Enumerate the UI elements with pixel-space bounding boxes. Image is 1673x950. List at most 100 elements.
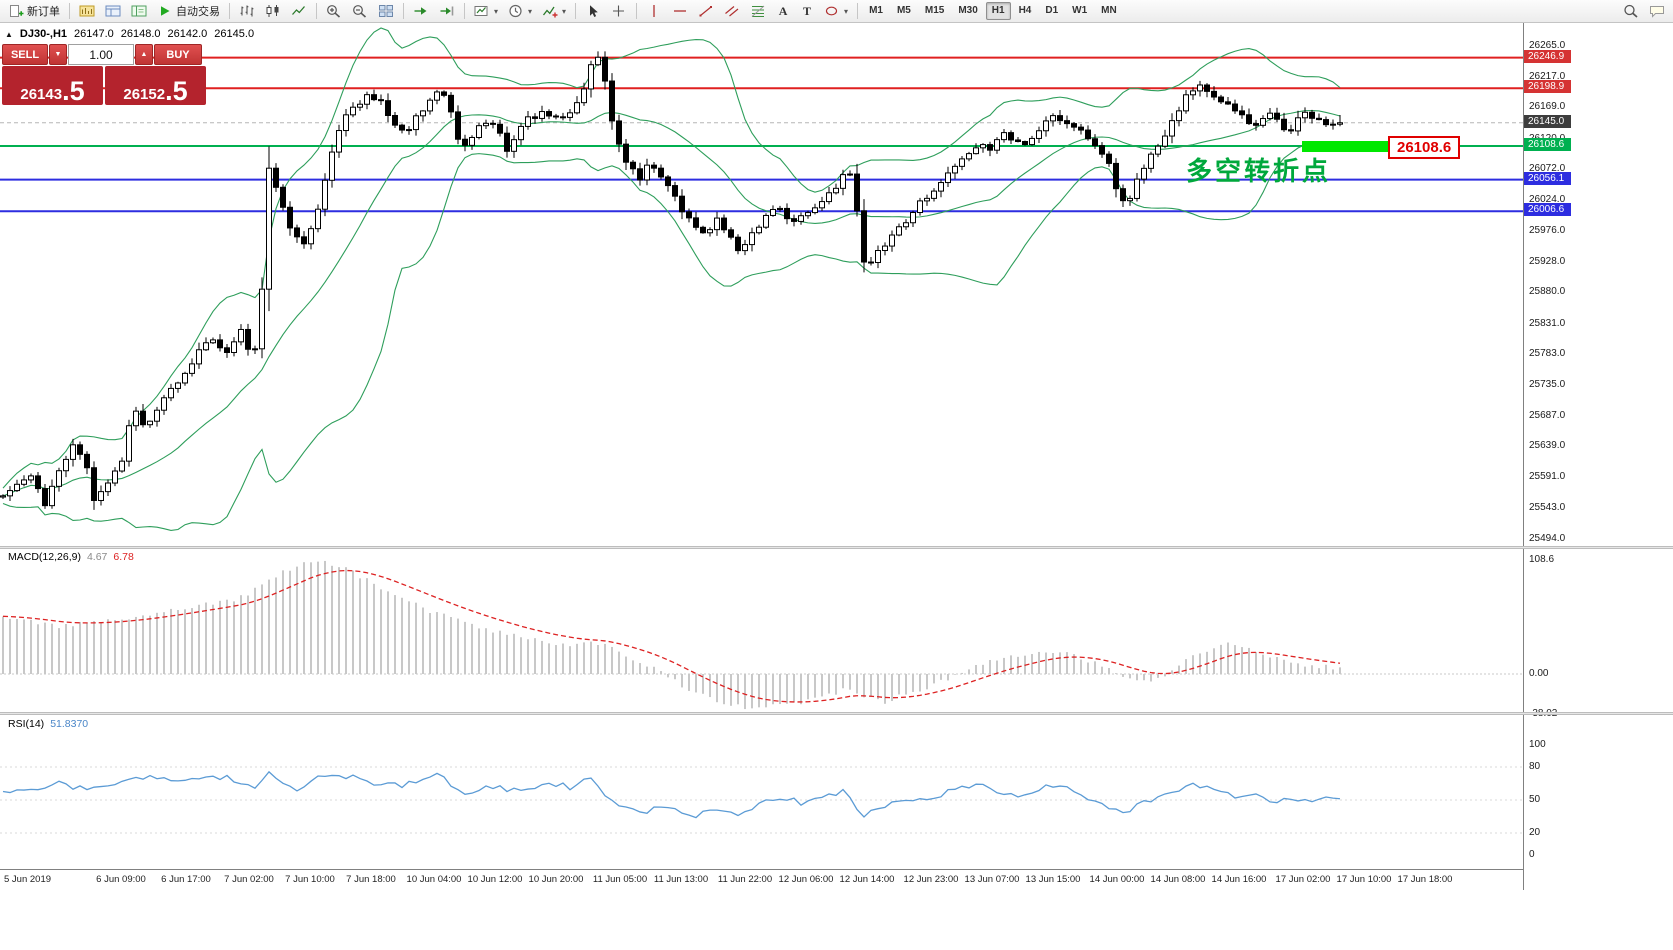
toolbar-separator	[403, 3, 404, 19]
rsi-label: RSI(14) 51.8370	[8, 718, 88, 730]
axis-label: 26072.0	[1529, 163, 1566, 175]
time-label: 6 Jun 09:00	[96, 874, 146, 885]
vertical-line-tool-button[interactable]	[642, 1, 666, 21]
timeframe-w1[interactable]: W1	[1072, 5, 1088, 16]
text-icon: A	[778, 3, 788, 18]
axis-label: 25591.0	[1529, 471, 1566, 483]
zoom-in-icon	[327, 5, 341, 18]
periods-button[interactable]: ▾	[504, 1, 536, 21]
toolbar-separator	[69, 3, 70, 19]
data-window-icon	[105, 5, 121, 17]
shapes-icon	[825, 6, 838, 16]
timeframe-h1[interactable]: H1	[985, 2, 1011, 20]
sell-button[interactable]: SELL	[2, 44, 48, 65]
new-chart-button[interactable]: ▾	[470, 1, 502, 21]
sell-price[interactable]: 26143.5	[2, 66, 103, 105]
time-label: 12 Jun 06:00	[778, 874, 834, 885]
cursor-button[interactable]	[581, 1, 605, 21]
timeframe-m1[interactable]: M1	[869, 5, 883, 16]
indicators-icon	[543, 6, 558, 18]
clock-icon	[509, 4, 522, 18]
auto-scroll-button[interactable]	[409, 1, 433, 21]
buy-price[interactable]: 26152.5	[105, 66, 206, 105]
chat-button[interactable]	[1645, 1, 1669, 21]
time-label: 14 Jun 16:00	[1211, 874, 1267, 885]
time-label: 7 Jun 02:00	[224, 874, 274, 885]
indicators-button[interactable]: ▾	[538, 1, 570, 21]
toolbar-separator	[636, 3, 638, 19]
panel-splitter[interactable]	[0, 546, 1673, 549]
new-order-icon	[10, 5, 24, 17]
timeframe-m30[interactable]: M30	[958, 5, 978, 16]
chart-shift-button[interactable]	[435, 1, 459, 21]
timeframe-mn[interactable]: MN	[1101, 5, 1117, 16]
time-axis[interactable]: 5 Jun 2019 6 Jun 09:00 6 Jun 17:00 7 Jun 02…	[0, 869, 1523, 890]
text-tool-button[interactable]: A	[772, 1, 794, 21]
timeframe-d1[interactable]: D1	[1045, 5, 1059, 16]
bar-chart-icon	[240, 5, 254, 17]
timeframe-m15[interactable]: M15	[924, 5, 945, 16]
axis-label: 20	[1529, 827, 1541, 838]
toolbar-separator	[229, 3, 230, 19]
price-line-label: 26108.6	[1524, 138, 1571, 152]
open-value: 26147.0	[74, 28, 114, 40]
price-axis[interactable]: 26265.026217.026169.026120.026072.026024…	[1523, 23, 1673, 890]
bar-chart-button[interactable]	[235, 1, 259, 21]
price-callout-label[interactable]: 26108.6	[1388, 136, 1461, 159]
timeframe-h4[interactable]: H4	[1018, 5, 1032, 16]
chevron-down-icon: ▾	[844, 6, 849, 16]
shapes-tool-button[interactable]: ▾	[820, 1, 852, 21]
search-button[interactable]	[1619, 1, 1643, 21]
axis-label: 25639.0	[1529, 440, 1566, 452]
horizontal-line-tool-button[interactable]	[668, 1, 692, 21]
tile-windows-button[interactable]	[374, 1, 398, 21]
macd-name: MACD(12,26,9)	[8, 551, 81, 563]
time-label: 12 Jun 14:00	[839, 874, 895, 885]
market-watch-icon	[79, 5, 95, 17]
panel-splitter[interactable]	[0, 712, 1673, 715]
axis-label: 25687.0	[1529, 409, 1566, 421]
navigator-button[interactable]	[127, 1, 151, 21]
one-click-trading-widget: SELL ▼ ▲ BUY 26143.5 26152.5	[2, 44, 206, 105]
chevron-down-icon: ▾	[528, 6, 533, 16]
macd-signal-value: 6.78	[113, 551, 134, 563]
time-label: 7 Jun 18:00	[346, 874, 396, 885]
macd-main-value: 4.67	[86, 551, 108, 563]
time-label: 10 Jun 20:00	[528, 874, 584, 885]
timeframe-m5[interactable]: M5	[896, 5, 911, 16]
time-label: 12 Jun 23:00	[903, 874, 959, 885]
new-order-button[interactable]: 新订单	[4, 1, 64, 21]
time-label: 17 Jun 02:00	[1275, 874, 1331, 885]
channel-tool-button[interactable]	[720, 1, 744, 21]
candlestick-chart-button[interactable]	[261, 1, 285, 21]
chart-shift-icon	[440, 6, 454, 16]
channel-icon	[725, 6, 739, 17]
zoom-in-button[interactable]	[322, 1, 346, 21]
market-watch-button[interactable]	[75, 1, 99, 21]
axis-label: 25494.0	[1529, 533, 1566, 545]
collapse-arrow-icon[interactable]: ▲	[5, 29, 13, 39]
turning-point-annotation[interactable]: 多空转折点	[1186, 156, 1332, 186]
symbol-period-label: DJ30-,H1	[19, 28, 67, 40]
volume-input[interactable]	[68, 44, 134, 65]
main-toolbar: 新订单 自动交易 ▾ ▾	[0, 0, 1673, 23]
label-tool-button[interactable]: T	[796, 1, 818, 21]
zoom-out-button[interactable]	[348, 1, 372, 21]
crosshair-button[interactable]	[607, 1, 631, 21]
fibonacci-tool-button[interactable]	[746, 1, 770, 21]
cursor-icon	[590, 5, 598, 17]
order-options-dropdown[interactable]: ▼	[49, 44, 67, 65]
buy-button[interactable]: BUY	[154, 44, 202, 65]
axis-label: 25976.0	[1529, 224, 1566, 236]
time-label: 14 Jun 08:00	[1150, 874, 1206, 885]
axis-label: 25543.0	[1529, 501, 1566, 513]
autotrade-button[interactable]: 自动交易	[153, 1, 224, 21]
price-line-label: 26145.0	[1524, 114, 1571, 128]
line-chart-button[interactable]	[287, 1, 311, 21]
label-icon: T	[803, 3, 812, 18]
time-label: 17 Jun 18:00	[1397, 874, 1453, 885]
volume-stepper[interactable]: ▲	[135, 44, 153, 65]
trendline-tool-button[interactable]	[694, 1, 718, 21]
data-window-button[interactable]	[101, 1, 125, 21]
